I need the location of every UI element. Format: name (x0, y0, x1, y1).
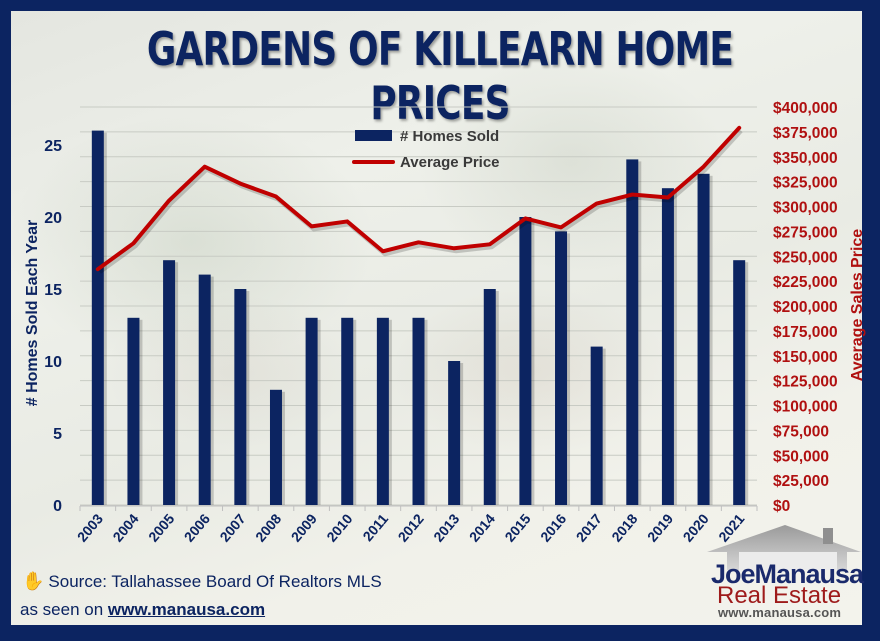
x-axis-tick-label: 2015 (501, 510, 533, 544)
x-axis-tick-label: 2006 (181, 510, 213, 544)
right-axis-tick: $125,000 (773, 374, 838, 391)
chart-panel (11, 11, 862, 625)
legend-bar-label: # Homes Sold (400, 128, 499, 145)
x-axis-tick-label: 2005 (145, 510, 177, 544)
x-axis-tick-label: 2008 (252, 510, 284, 544)
x-axis-tick-label: 2014 (466, 510, 498, 544)
seen-on-note: as seen on www.manausa.com (20, 600, 265, 620)
right-axis-tick: $300,000 (773, 200, 838, 217)
right-axis-tick: $250,000 (773, 249, 838, 266)
bar-homes-sold (163, 260, 176, 505)
right-axis-tick: $225,000 (773, 274, 838, 291)
website-link[interactable]: www.manausa.com (107, 600, 266, 619)
x-axis-tick-label: 2019 (644, 510, 676, 544)
right-axis-tick: $350,000 (773, 150, 838, 167)
right-axis-tick: $375,000 (773, 125, 838, 142)
right-axis-tick: $275,000 (773, 224, 838, 241)
seen-on-prefix: as seen on (20, 600, 104, 619)
source-text: Source: Tallahassee Board Of Realtors ML… (48, 572, 382, 591)
bar-homes-sold (269, 389, 282, 505)
bar-homes-sold (733, 260, 746, 505)
bar-homes-sold (590, 346, 603, 505)
bar-homes-sold (448, 361, 461, 505)
x-axis-tick-label: 2010 (323, 510, 355, 544)
bar-homes-sold (412, 317, 425, 505)
x-axis-tick-label: 2017 (573, 510, 605, 544)
price-line (95, 125, 742, 272)
x-axis-tick-label: 2011 (359, 510, 391, 544)
right-axis-tick: $150,000 (773, 349, 838, 366)
right-axis-tick: $50,000 (773, 448, 829, 465)
left-axis-tick: 15 (44, 282, 62, 299)
hand-icon: ✋ (22, 571, 45, 591)
left-axis-tick: 20 (44, 210, 62, 227)
right-axis-tick: $25,000 (773, 473, 829, 490)
x-axis-tick-label: 2004 (109, 510, 141, 544)
bar-homes-sold (91, 130, 104, 505)
right-axis-tick: $200,000 (773, 299, 838, 316)
logo-subtitle: Real Estate (717, 582, 842, 609)
house-roof-icon (707, 525, 861, 570)
price-line-shadow (98, 129, 743, 274)
right-axis-tick: $325,000 (773, 175, 838, 192)
source-note: ✋ Source: Tallahassee Board Of Realtors M… (22, 571, 382, 592)
left-axis-tick: 25 (44, 138, 62, 155)
bar-homes-sold (483, 289, 496, 505)
bar-homes-sold (555, 231, 568, 505)
x-axis-tick-label: 2012 (395, 510, 427, 544)
right-axis-label: Average Sales Price (849, 229, 866, 382)
chart-title: GARDENS OF KILLEARN HOME PRICES (146, 22, 734, 130)
bar-homes-sold (626, 159, 639, 505)
x-axis-tick-label: 2018 (608, 510, 640, 544)
bar-homes-sold (661, 188, 674, 505)
left-axis-label: # Homes Sold Each Year (24, 220, 41, 406)
right-axis-tick: $175,000 (773, 324, 838, 341)
bar-homes-sold (234, 289, 247, 505)
bar-homes-sold (127, 317, 140, 505)
right-axis-tick: $400,000 (773, 100, 838, 117)
right-axis-tick: $100,000 (773, 399, 838, 416)
x-axis-tick-label: 2007 (216, 510, 248, 544)
x-axis-tick-label: 2003 (74, 510, 106, 544)
logo-url: www.manausa.com (718, 605, 842, 620)
bar-homes-sold (697, 173, 710, 506)
x-axis-tick-label: 2009 (288, 510, 320, 544)
bar-homes-sold (341, 317, 354, 505)
bar-homes-sold (305, 317, 318, 505)
x-axis-tick-label: 2016 (537, 510, 569, 544)
brand-logo: JoeManausa Real Estate www.manausa.com (705, 522, 867, 622)
legend-bar-swatch (355, 130, 392, 141)
bar-homes-sold (519, 217, 532, 505)
left-axis-tick: 0 (53, 498, 62, 515)
left-axis-tick: 5 (53, 426, 62, 443)
bar-homes-sold (198, 274, 211, 505)
legend-line-label: Average Price (400, 154, 500, 171)
right-axis-tick: $0 (773, 498, 790, 515)
bar-homes-sold (376, 317, 389, 505)
left-axis-tick: 10 (44, 354, 62, 371)
right-axis-tick: $75,000 (773, 423, 829, 440)
logo-name: JoeManausa (711, 559, 864, 589)
x-axis-tick-label: 2013 (430, 510, 462, 544)
